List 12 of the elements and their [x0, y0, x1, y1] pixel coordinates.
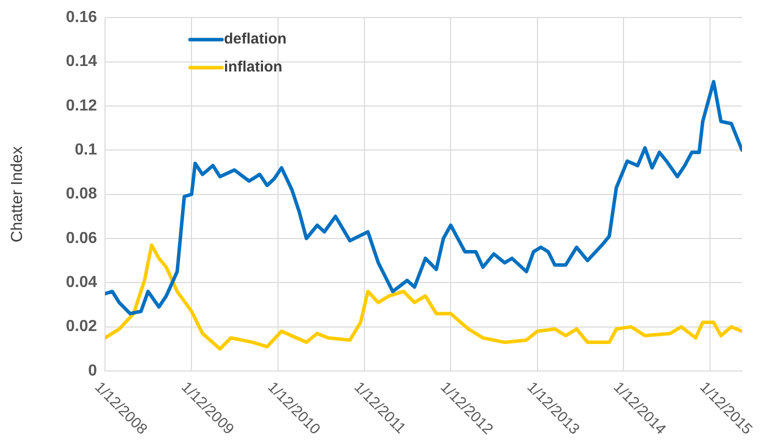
y-tick-label: 0.14: [66, 53, 98, 70]
y-tick-label: 0.1: [74, 142, 98, 159]
y-tick-label: 0.16: [66, 9, 98, 26]
y-tick-label: 0.12: [66, 97, 98, 114]
legend-label: deflation: [224, 30, 286, 48]
y-tick-label: 0.02: [66, 318, 98, 336]
y-tick-label: 0.08: [66, 186, 98, 203]
legend-label: inflation: [224, 58, 282, 76]
y-tick-label: 0: [88, 362, 98, 380]
y-tick-label: 0.04: [66, 274, 98, 292]
y-axis-title: Chatter Index: [9, 146, 26, 242]
y-tick-label: 0.06: [66, 230, 98, 247]
